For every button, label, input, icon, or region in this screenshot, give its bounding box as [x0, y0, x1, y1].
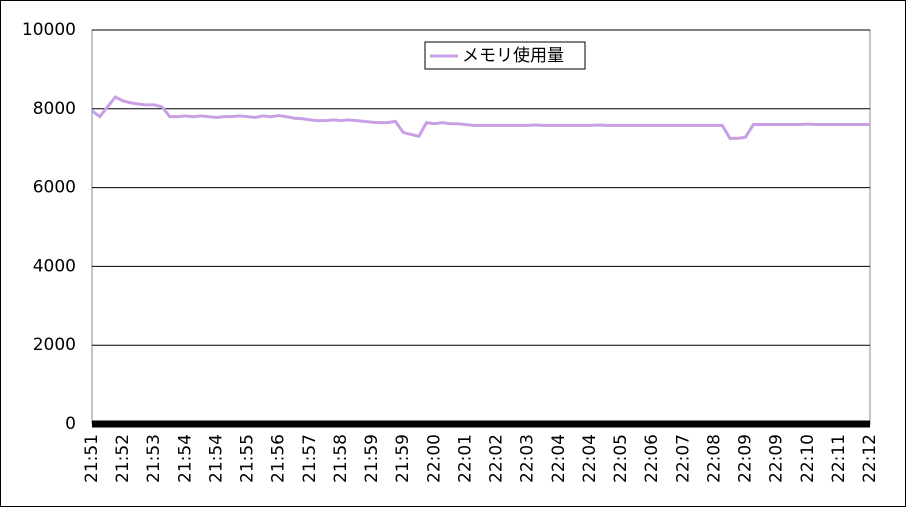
- y-tick-label: 6000: [33, 178, 76, 198]
- x-tick-label: 22:00: [424, 434, 444, 483]
- x-tick-label: 21:57: [300, 434, 320, 483]
- y-tick-label: 4000: [33, 256, 76, 276]
- x-tick-label: 22:05: [611, 434, 631, 483]
- x-tick-label: 21:52: [113, 434, 133, 483]
- x-tick-label: 22:12: [860, 434, 880, 483]
- x-tick-label: 22:01: [455, 434, 475, 483]
- y-tick-label: 8000: [33, 99, 76, 119]
- x-tick-label: 22:04: [580, 434, 600, 483]
- legend-label: メモリ使用量: [462, 45, 564, 66]
- x-tick-label: 22:04: [549, 434, 569, 483]
- y-tick-label: 2000: [33, 335, 76, 355]
- y-tick-label: 0: [65, 414, 76, 434]
- x-tick-label: 22:08: [704, 434, 724, 483]
- x-tick-label: 21:59: [393, 434, 413, 483]
- x-tick-label: 21:59: [362, 434, 382, 483]
- x-tick-label: 21:58: [331, 434, 351, 483]
- x-tick-label: 21:54: [206, 434, 226, 483]
- x-tick-label: 21:55: [238, 434, 258, 483]
- x-tick-label: 21:53: [144, 434, 164, 483]
- x-tick-label: 22:09: [736, 434, 756, 483]
- x-tick-label: 22:09: [767, 434, 787, 483]
- x-tick-label: 21:56: [269, 434, 289, 483]
- x-tick-label: 22:11: [829, 434, 849, 483]
- x-tick-label: 22:03: [518, 434, 538, 483]
- plot-area: [91, 29, 871, 425]
- x-tick-label: 22:02: [487, 434, 507, 483]
- x-tick-label: 21:51: [82, 434, 102, 483]
- x-tick-label: 22:10: [798, 434, 818, 483]
- x-tick-label: 22:07: [673, 434, 693, 483]
- x-tick-label: 22:06: [642, 434, 662, 483]
- x-tick-label: 21:54: [175, 434, 195, 483]
- y-tick-label: 10000: [22, 20, 76, 40]
- series-line: [91, 95, 870, 140]
